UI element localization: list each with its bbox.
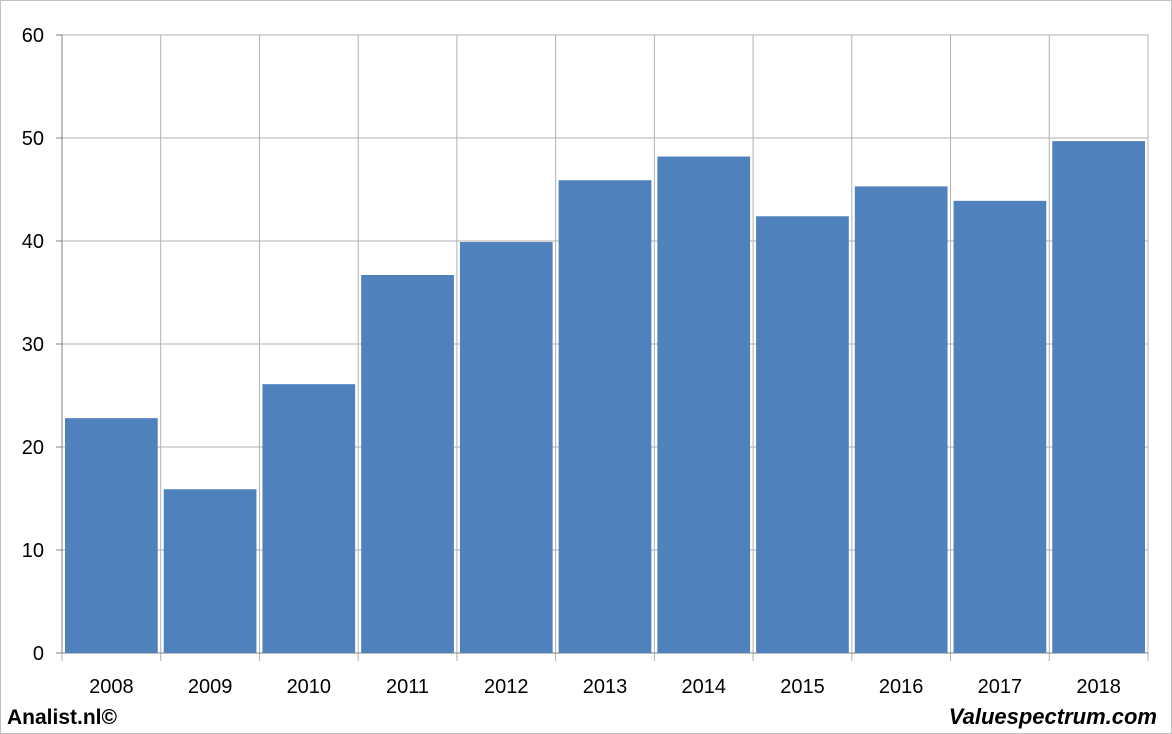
x-tick-label: 2011: [386, 676, 429, 698]
y-tick-label: 0: [33, 643, 44, 665]
x-tick-label: 2018: [1076, 676, 1121, 698]
bar-2011: [361, 274, 454, 653]
x-tick-label: 2009: [188, 676, 233, 698]
y-tick-label: 30: [22, 334, 44, 356]
bar-2008: [65, 418, 158, 653]
valuespectrum-credit: Valuespectrum.com: [948, 704, 1157, 729]
analist-credit: Analist.nl©: [7, 706, 117, 729]
x-tick-label: 2013: [583, 676, 628, 698]
y-axis-ticks: 0 10 20 30 40 50 60: [22, 25, 44, 665]
bar-2010: [262, 384, 356, 653]
bar-2016: [854, 186, 948, 653]
y-tick-label: 50: [22, 128, 44, 150]
bar-2013: [558, 180, 652, 654]
x-tick-label: 2015: [780, 676, 825, 698]
bar-2015: [756, 216, 849, 653]
y-tick-label: 10: [22, 540, 44, 562]
x-tick-label: 2016: [879, 676, 924, 698]
x-axis-ticks: 2008 2009 2010 2011 2012 2013 2014 2015 2016 2017…: [89, 676, 1121, 698]
x-tick-label: 2014: [681, 676, 726, 698]
y-tick-label: 60: [22, 25, 44, 47]
x-tick-label: 2017: [978, 676, 1023, 698]
bar-2009: [163, 489, 257, 653]
y-tick-label: 40: [22, 231, 44, 253]
x-tick-label: 2010: [287, 676, 332, 698]
y-tick-label: 20: [22, 437, 44, 459]
x-tick-label: 2012: [484, 676, 529, 698]
bars: [65, 141, 1145, 654]
bar-2014: [657, 156, 751, 654]
bar-2018: [1052, 141, 1145, 653]
bar-2017: [953, 200, 1047, 653]
x-tick-label: 2008: [89, 676, 134, 698]
bar-2012: [459, 242, 553, 653]
